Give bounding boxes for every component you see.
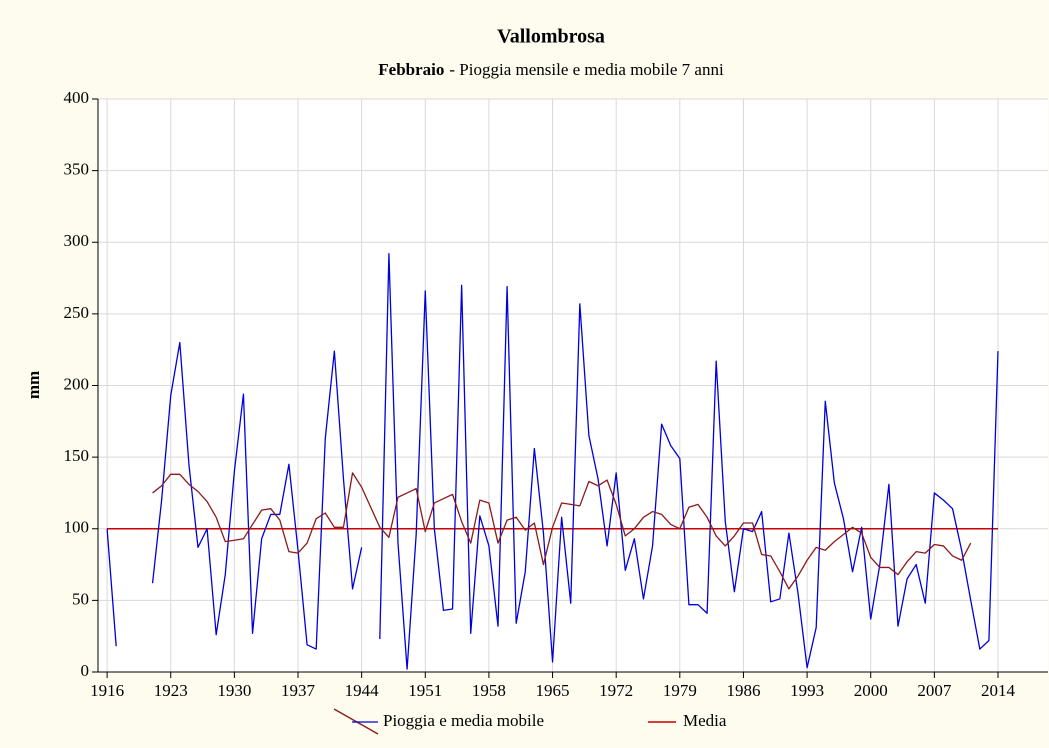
y-tick-label: 300 — [64, 231, 90, 250]
legend-label: Media — [683, 711, 727, 730]
y-tick-label: 150 — [64, 446, 90, 465]
y-tick-label: 0 — [81, 661, 90, 680]
x-tick-label: 1986 — [726, 681, 760, 700]
subtitle-rest: - Pioggia mensile e media mobile 7 anni — [449, 60, 724, 79]
y-tick-label: 400 — [64, 88, 90, 107]
x-tick-label: 1993 — [790, 681, 824, 700]
subtitle-bold: Febbraio — [378, 60, 444, 79]
x-tick-label: 1944 — [345, 681, 380, 700]
x-tick-label: 1972 — [599, 681, 633, 700]
y-tick-label: 100 — [64, 518, 90, 537]
y-tick-label: 50 — [72, 589, 89, 608]
x-tick-label: 1930 — [217, 681, 251, 700]
series-line — [152, 472, 972, 590]
y-tick-label: 350 — [64, 160, 90, 179]
legend-label: Pioggia e media mobile — [383, 711, 544, 730]
chart-title: Vallombrosa — [497, 26, 605, 48]
y-tick-label: 250 — [64, 303, 90, 322]
x-tick-label: 1937 — [281, 681, 316, 700]
x-tick-label: 1965 — [536, 681, 570, 700]
x-tick-label: 1979 — [663, 681, 697, 700]
x-tick-label: 1951 — [408, 681, 442, 700]
x-tick-label: 2014 — [981, 681, 1016, 700]
y-axis-label: mm — [24, 371, 43, 399]
x-tick-label: 2007 — [917, 681, 952, 700]
x-tick-label: 2000 — [854, 681, 888, 700]
series-line — [106, 253, 999, 670]
chart-subtitle: Febbraio - Pioggia mensile e media mobile… — [378, 60, 724, 79]
x-tick-label: 1923 — [154, 681, 188, 700]
y-tick-label: 200 — [64, 374, 90, 393]
x-tick-label: 1916 — [90, 681, 124, 700]
x-tick-label: 1958 — [472, 681, 506, 700]
